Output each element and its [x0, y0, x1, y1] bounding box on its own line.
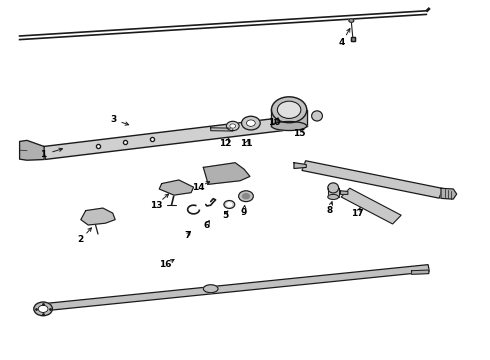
Text: 7: 7	[184, 231, 191, 240]
Polygon shape	[43, 118, 283, 159]
Ellipse shape	[203, 285, 218, 293]
Text: 1: 1	[40, 150, 46, 159]
Polygon shape	[211, 128, 233, 131]
Polygon shape	[294, 163, 306, 168]
Ellipse shape	[312, 111, 322, 121]
Ellipse shape	[328, 183, 339, 193]
Text: 9: 9	[241, 208, 247, 217]
Polygon shape	[341, 191, 348, 194]
Ellipse shape	[246, 120, 255, 126]
Polygon shape	[302, 161, 443, 198]
Text: 5: 5	[222, 211, 228, 220]
Text: 11: 11	[240, 139, 253, 148]
Ellipse shape	[227, 203, 232, 206]
Text: 14: 14	[192, 183, 205, 192]
Text: 17: 17	[351, 209, 364, 217]
Ellipse shape	[230, 124, 236, 128]
Polygon shape	[159, 180, 194, 195]
Ellipse shape	[239, 191, 253, 202]
Ellipse shape	[277, 101, 301, 118]
Ellipse shape	[271, 97, 307, 123]
Polygon shape	[412, 270, 429, 274]
Text: 4: 4	[339, 38, 345, 47]
Polygon shape	[328, 188, 339, 197]
Ellipse shape	[328, 194, 339, 199]
Polygon shape	[341, 188, 401, 224]
Ellipse shape	[349, 19, 354, 22]
Text: 2: 2	[78, 235, 84, 244]
Ellipse shape	[242, 116, 260, 130]
Text: 16: 16	[159, 260, 172, 269]
Polygon shape	[203, 163, 250, 184]
Text: 8: 8	[326, 206, 332, 215]
Ellipse shape	[224, 201, 235, 208]
Ellipse shape	[271, 122, 307, 131]
Text: 10: 10	[268, 118, 281, 127]
Ellipse shape	[243, 194, 249, 199]
Polygon shape	[441, 188, 457, 199]
Polygon shape	[20, 140, 44, 160]
Polygon shape	[271, 110, 307, 126]
Ellipse shape	[38, 305, 48, 312]
Text: 15: 15	[293, 129, 305, 138]
Text: 13: 13	[149, 201, 162, 210]
Polygon shape	[49, 265, 429, 310]
Text: 12: 12	[219, 139, 232, 148]
Text: 3: 3	[111, 115, 117, 124]
Polygon shape	[81, 208, 115, 225]
Text: 6: 6	[204, 221, 210, 230]
Ellipse shape	[34, 302, 52, 316]
Ellipse shape	[226, 121, 239, 131]
